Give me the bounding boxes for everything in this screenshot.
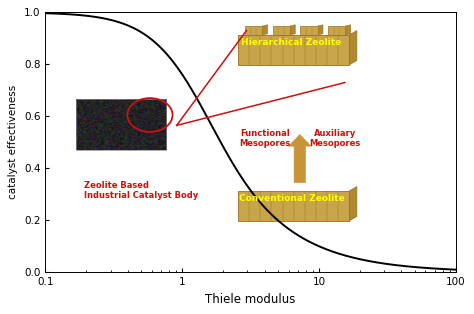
Text: Auxiliary
Mesopores: Auxiliary Mesopores (309, 129, 360, 148)
Polygon shape (262, 25, 267, 35)
Polygon shape (318, 25, 323, 35)
Text: Hierarchical Zeolite: Hierarchical Zeolite (241, 38, 342, 47)
Text: Zeolite Based
Industrial Catalyst Body: Zeolite Based Industrial Catalyst Body (84, 181, 199, 200)
FancyBboxPatch shape (273, 26, 290, 35)
FancyBboxPatch shape (238, 191, 349, 221)
Polygon shape (349, 30, 357, 65)
FancyBboxPatch shape (301, 26, 318, 35)
Polygon shape (349, 187, 357, 221)
Text: Conventional Zeolite: Conventional Zeolite (239, 194, 345, 203)
FancyArrow shape (289, 134, 311, 182)
FancyBboxPatch shape (245, 26, 262, 35)
FancyBboxPatch shape (238, 35, 349, 65)
Polygon shape (290, 25, 295, 35)
Y-axis label: catalyst effectiveness: catalyst effectiveness (9, 85, 18, 199)
Text: Functional
Mesopores: Functional Mesopores (239, 129, 291, 148)
X-axis label: Thiele modulus: Thiele modulus (205, 293, 296, 306)
Polygon shape (345, 25, 351, 35)
FancyBboxPatch shape (328, 26, 345, 35)
